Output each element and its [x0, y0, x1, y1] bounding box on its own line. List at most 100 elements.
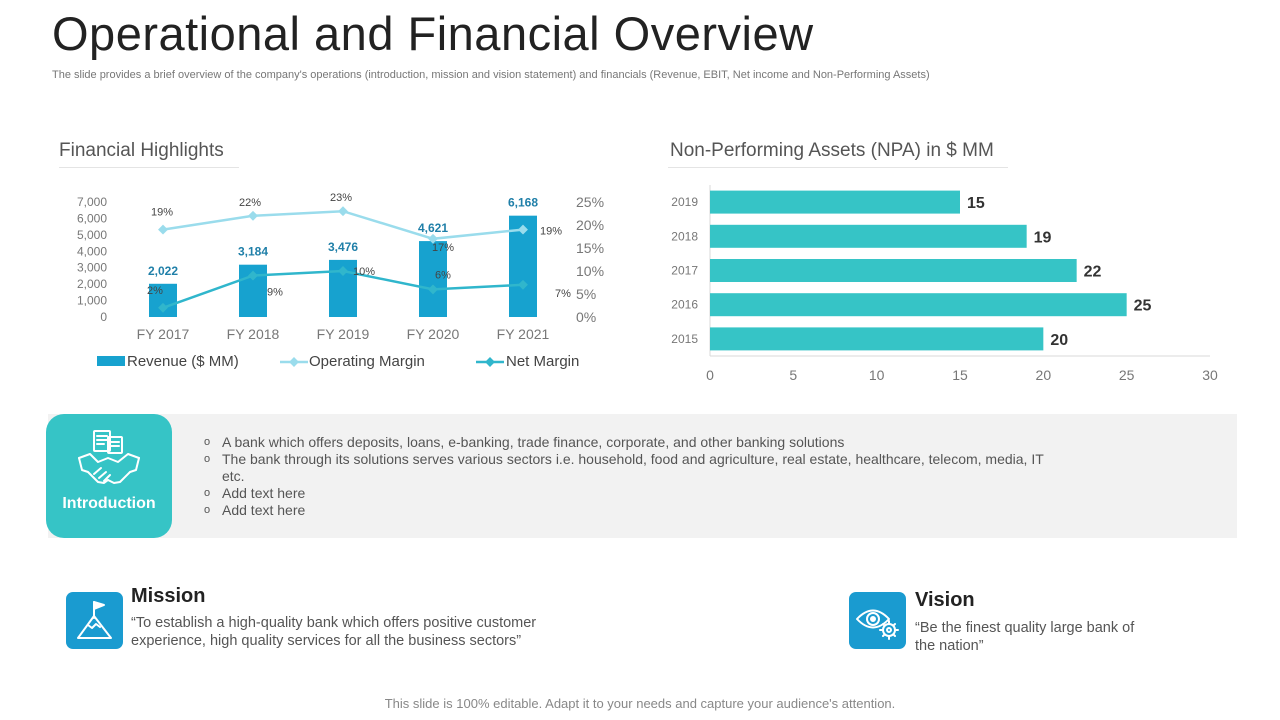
revenue-data-label: 6,168 — [508, 196, 538, 210]
net-margin-data-label: 6% — [435, 269, 451, 281]
mission-title: Mission — [131, 585, 206, 607]
npa-bar-chart: 2019 15 2018 19 2017 22 2016 25 2015 20 0 5 10 15 20 25… — [671, 185, 1218, 383]
npa-x-tick-label: 25 — [1119, 367, 1135, 383]
npa-bar — [710, 293, 1127, 317]
legend-operating-label: Operating Margin — [309, 353, 425, 370]
list-item: o Add text here — [204, 501, 306, 518]
page-subtitle: The slide provides a brief overview of t… — [52, 69, 930, 81]
bullet-marker: o — [204, 436, 211, 448]
net-margin-point — [248, 270, 258, 281]
revenue-data-label: 3,184 — [238, 245, 268, 259]
introduction-panel — [48, 414, 1237, 538]
vision-title: Vision — [915, 589, 975, 611]
mountain-flag-icon — [77, 601, 112, 639]
bullet-marker: o — [204, 503, 211, 516]
npa-bar — [710, 224, 1027, 248]
operating-margin-data-label: 19% — [151, 207, 173, 219]
operating-margin-data-label: 19% — [540, 226, 562, 238]
left-axis-tick-label: 4,000 — [77, 244, 107, 258]
npa-x-tick-label: 15 — [952, 367, 968, 383]
npa-data-label: 19 — [1034, 229, 1052, 246]
npa-year-label: 2016 — [671, 298, 698, 312]
npa-year-label: 2015 — [671, 332, 698, 346]
right-axis-tick-label: 10% — [576, 263, 604, 279]
npa-data-label: 20 — [1050, 332, 1068, 349]
operating-margin-point — [518, 224, 528, 235]
revenue-data-label: 2,022 — [148, 264, 178, 278]
footer-note: This slide is 100% editable. Adapt it to… — [384, 696, 896, 711]
x-axis-tick-label: FY 2021 — [497, 326, 550, 342]
financial-heading-underline — [59, 167, 239, 168]
legend-operating-marker — [289, 357, 299, 367]
net-margin-data-label: 2% — [147, 285, 163, 297]
legend-revenue-label: Revenue ($ MM) — [127, 353, 239, 370]
npa-data-label: 22 — [1084, 264, 1102, 281]
left-axis-tick-label: 0 — [100, 310, 107, 324]
mission-text: “To establish a high-quality bank which … — [131, 615, 537, 649]
eye-gear-icon — [856, 609, 899, 640]
right-axis-tick-label: 20% — [576, 217, 604, 233]
npa-x-tick-label: 30 — [1202, 367, 1218, 383]
net-margin-data-label: 9% — [267, 287, 283, 299]
npa-heading-underline — [668, 167, 1008, 168]
page-title: Operational and Financial Overview — [52, 7, 814, 60]
operating-margin-data-label: 23% — [330, 192, 352, 204]
net-margin-data-label: 7% — [555, 288, 571, 300]
npa-x-tick-label: 10 — [869, 367, 885, 383]
npa-heading: Non-Performing Assets (NPA) in $ MM — [670, 140, 994, 161]
list-item: o Add text here — [204, 484, 306, 501]
financial-highlights-heading: Financial Highlights — [59, 140, 224, 161]
introduction-tile: Introduction — [46, 414, 172, 538]
operating-margin-point — [248, 210, 258, 221]
introduction-label: Introduction — [62, 495, 156, 512]
net-margin-point — [518, 279, 528, 290]
right-axis-tick-label: 25% — [576, 194, 604, 210]
npa-x-tick-label: 5 — [789, 367, 797, 383]
legend-revenue-swatch — [97, 356, 125, 366]
npa-bar — [710, 190, 960, 214]
x-axis-tick-label: FY 2017 — [137, 326, 190, 342]
revenue-data-label: 3,476 — [328, 240, 358, 254]
vision-text: “Be the finest quality large bank of the… — [915, 620, 1135, 654]
operating-margin-point — [338, 206, 348, 217]
legend-net-marker — [485, 357, 495, 367]
operating-margin-data-label: 17% — [432, 242, 454, 254]
npa-x-tick-label: 20 — [1036, 367, 1052, 383]
right-axis-tick-label: 5% — [576, 286, 596, 302]
npa-bar — [710, 259, 1077, 282]
x-axis-tick-label: FY 2020 — [407, 326, 460, 342]
revenue-bar — [419, 241, 447, 317]
npa-year-label: 2019 — [671, 195, 698, 209]
npa-year-label: 2018 — [671, 229, 698, 243]
npa-data-label: 25 — [1134, 298, 1152, 315]
left-axis-tick-label: 7,000 — [77, 195, 107, 209]
operating-margin-point — [158, 224, 168, 235]
left-axis-tick-label: 3,000 — [77, 261, 107, 275]
revenue-data-label: 4,621 — [418, 221, 448, 235]
operating-margin-data-label: 22% — [239, 197, 261, 209]
x-axis-tick-label: FY 2019 — [317, 326, 370, 342]
bullet-marker: o — [204, 453, 211, 465]
x-axis-tick-label: FY 2018 — [227, 326, 280, 342]
left-axis-tick-label: 1,000 — [77, 294, 107, 308]
list-item: o The bank through its solutions serves v… — [204, 451, 1044, 484]
handshake-document-icon — [78, 430, 140, 484]
npa-bar — [710, 327, 1044, 351]
financial-highlights-chart: 0 1,000 2,000 3,000 4,000 5,000 6,000 7,000 0% 5%… — [77, 192, 604, 370]
right-axis-tick-label: 0% — [576, 309, 596, 325]
left-axis-tick-label: 5,000 — [77, 228, 107, 242]
npa-x-tick-label: 0 — [706, 367, 714, 383]
right-axis-tick-label: 15% — [576, 240, 604, 256]
net-margin-point — [158, 302, 168, 313]
left-axis-tick-label: 6,000 — [77, 211, 107, 225]
bullet-marker: o — [204, 486, 211, 499]
vision-icon-tile — [849, 592, 906, 649]
legend-net-label: Net Margin — [506, 353, 579, 370]
npa-year-label: 2017 — [671, 264, 698, 278]
mission-icon-tile — [66, 592, 123, 649]
npa-data-label: 15 — [967, 195, 985, 212]
net-margin-data-label: 10% — [353, 266, 375, 278]
left-axis-tick-label: 2,000 — [77, 277, 107, 291]
